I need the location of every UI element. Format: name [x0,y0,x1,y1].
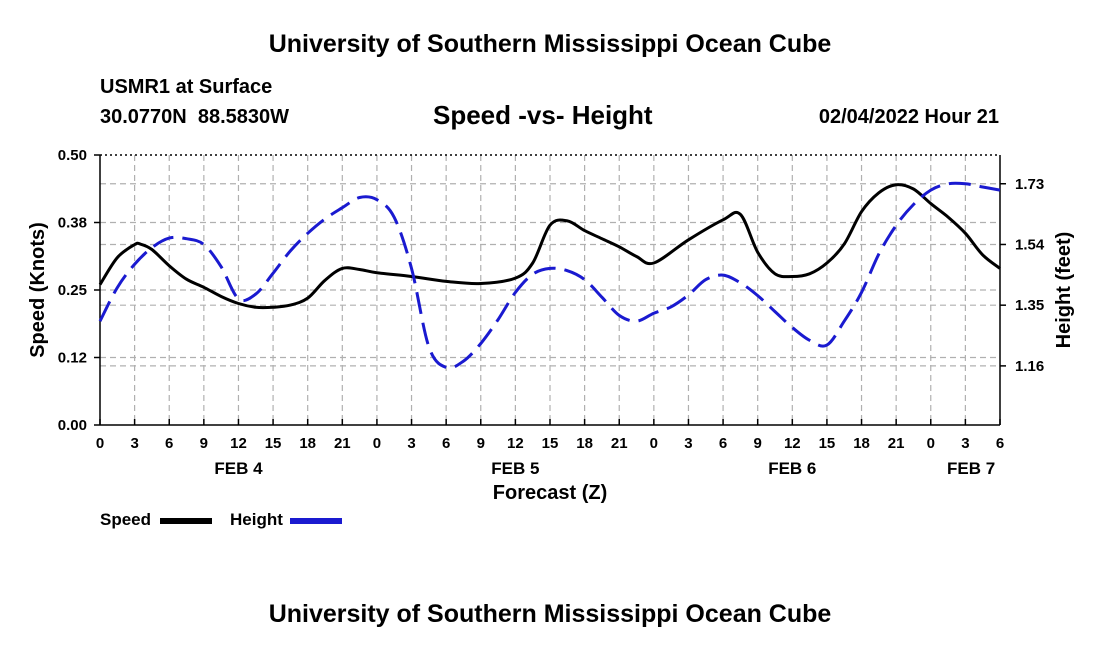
speed-series-line [98,183,1001,310]
x-axis-label: Forecast (Z) [492,482,608,504]
forecast-timestamp: 02/04/2022 Hour 21 [818,106,999,128]
y-tick-label: 0.25 [58,282,87,299]
legend-height-label: Height [230,510,283,529]
x-tick-label: 0 [373,435,381,452]
x-tick-label: 3 [130,435,138,452]
x-tick-label: 9 [754,435,762,452]
footer-title: University of Southern Mississippi Ocean… [268,600,832,628]
x-tick-label: 18 [299,435,316,452]
x-tick-label: 15 [265,435,282,452]
station-label: USMR1 at Surface [100,76,273,98]
series-lines [98,181,1001,370]
height-series-line [98,181,1001,370]
x-tick-label: 3 [961,435,969,452]
x-tick-label: 12 [784,435,801,452]
legend-height-swatch [290,518,342,524]
y2-tick-label: 1.16 [1015,358,1044,375]
y2-axis-label: Height (feet) [1053,232,1075,349]
x-tick-label: 18 [853,435,870,452]
x-tick-label: 15 [542,435,559,452]
x-tick-label: 21 [888,435,905,452]
y2-tick-label: 1.73 [1015,176,1044,193]
date-label: FEB 7 [947,459,995,478]
x-tick-label: 21 [334,435,351,452]
y2-tick-label: 1.35 [1015,297,1044,314]
y-tick-label: 0.50 [58,147,87,164]
x-tick-label: 12 [230,435,247,452]
x-tick-label: 0 [96,435,104,452]
y-axis-label: Speed (Knots) [27,222,49,358]
legend-speed-label: Speed [100,510,152,529]
date-label: FEB 5 [491,459,539,478]
speed-height-chart: 0 3 6 9 12 15 18 21 0 3 6 9 12 15 18 21 0 3 6 9 12 15 18 21 0 3 6F… [27,147,1075,478]
x-tick-label: 0 [650,435,658,452]
legend-speed-swatch [160,518,212,524]
tick-labels: 0 3 6 9 12 15 18 21 0 3 6 9 12 15 18 21 0 3 6 9 12 15 18 21 0 3 6F… [27,147,1075,478]
y-tick-label: 0.12 [58,350,87,367]
x-tick-label: 6 [165,435,173,452]
x-tick-label: 6 [996,435,1004,452]
x-tick-label: 18 [576,435,593,452]
x-tick-label: 15 [819,435,836,452]
x-tick-label: 9 [200,435,208,452]
x-tick-label: 0 [927,435,935,452]
date-label: FEB 4 [214,459,263,478]
axes [94,154,1006,426]
y-tick-label: 0.00 [58,417,87,434]
station-coords: 30.0770N 88.5830W [100,106,290,128]
grid-lines [100,155,1000,425]
y2-tick-label: 1.54 [1015,236,1045,253]
x-tick-label: 3 [684,435,692,452]
date-label: FEB 6 [768,459,816,478]
x-tick-label: 9 [477,435,485,452]
page-title: University of Southern Mississippi Ocean… [268,30,832,58]
y-tick-label: 0.38 [58,215,87,232]
x-tick-label: 6 [442,435,450,452]
chart-title: Speed -vs- Height [433,100,653,130]
x-tick-label: 21 [611,435,628,452]
x-tick-label: 12 [507,435,524,452]
x-tick-label: 6 [719,435,727,452]
x-tick-label: 3 [407,435,415,452]
